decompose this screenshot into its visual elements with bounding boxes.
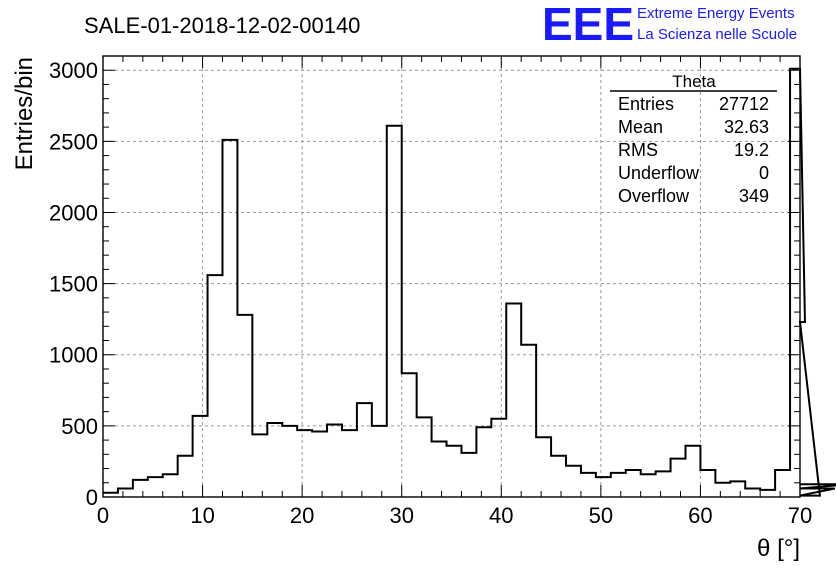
y-tick-label: 3000 [49,58,98,83]
x-tick-label: 10 [190,503,214,528]
stats-value: 27712 [719,94,769,114]
histogram-bin [536,437,551,497]
histogram-bin [685,446,700,497]
stats-value: 32.63 [724,117,769,137]
histogram-bin [357,403,372,497]
histogram-bin [596,477,611,497]
stats-label: Overflow [618,186,690,206]
histogram-bin [148,477,163,497]
histogram-bin [790,69,800,497]
histogram-bin [641,474,656,497]
histogram-bin [282,426,297,497]
y-tick-label: 1500 [49,272,98,297]
histogram-bin [745,488,760,497]
histogram-bin [551,456,566,497]
plot-frame [102,55,801,498]
histogram-bin [372,426,387,497]
y-tick-label: 2500 [49,129,98,154]
y-tick-labels: 0 500 1000 1500 2000 2500 3000 [49,58,98,510]
histogram-bin [656,471,671,497]
histogram-bin [163,474,178,497]
stats-label: Mean [618,117,663,137]
x-tick-label: 40 [489,503,513,528]
histogram-bin [133,480,148,497]
y-tick-label: 1000 [49,343,98,368]
histogram-bin [222,140,237,497]
histogram-bin [715,483,730,497]
histogram-bin [506,304,521,497]
histogram-bin [342,430,357,497]
histogram-bin [178,456,193,497]
histogram-bin [611,473,626,497]
stats-title: Theta [672,72,716,91]
x-tick-label: 30 [389,503,413,528]
histogram-bin [626,470,641,497]
y-tick-label: 500 [61,414,98,439]
histogram-bin [327,424,342,497]
histogram-bin [476,427,491,497]
histogram-bin [402,373,417,497]
stats-label: RMS [618,140,658,160]
histogram-bin [447,446,462,497]
stats-value: 19.2 [734,140,769,160]
y-tick-label: 2000 [49,200,98,225]
stats-label: Entries [618,94,674,114]
histogram-series [103,67,836,497]
x-tick-label: 0 [97,503,109,528]
histogram-bin [267,423,282,497]
histogram-bin [730,481,745,497]
histogram-bin [237,315,252,497]
histogram-bin [208,275,223,497]
y-axis-title: Entries/bin [11,57,38,170]
histogram-bin [581,473,596,497]
histogram-bin [387,126,402,497]
histogram-bin [297,430,312,497]
grid-lines [103,56,800,497]
x-axis-title: θ [°] [757,535,800,562]
histogram-bin [312,432,327,497]
histogram-bin [491,419,506,497]
stats-label: Underflow [618,163,700,183]
y-tick-label: 0 [86,485,98,510]
histogram-bin [193,416,208,497]
x-tick-label: 70 [788,503,812,528]
histogram-bin [118,488,133,497]
chart-title: SALE-01-2018-12-02-00140 [84,13,360,38]
x-tick-labels: 0 10 20 30 40 50 60 70 [97,503,812,528]
x-tick-label: 20 [290,503,314,528]
histogram-bin [775,470,790,497]
histogram-line [103,67,836,497]
eee-logo: EEE Extreme Energy Events La Scienza nel… [542,0,797,50]
histogram-bin [417,417,432,497]
histogram-bin [432,442,447,497]
stats-value: 349 [739,186,769,206]
logo-line1: Extreme Energy Events [637,5,795,22]
stats-value: 0 [759,163,769,183]
histogram-bin [461,453,476,497]
histogram-bin [521,345,536,497]
axis-ticks [102,55,801,498]
x-tick-label: 50 [589,503,613,528]
histogram-bin [671,459,686,497]
logo-mark: EEE [542,0,634,50]
histogram-bin [700,470,715,497]
stats-box: Theta Entries 27712 Mean 32.63 RMS 19.2 … [610,72,777,206]
histogram-bin [760,490,775,497]
x-tick-label: 60 [688,503,712,528]
histogram-bin [566,466,581,497]
histogram-bin [252,434,267,497]
logo-line2: La Scienza nelle Scuole [637,26,797,43]
